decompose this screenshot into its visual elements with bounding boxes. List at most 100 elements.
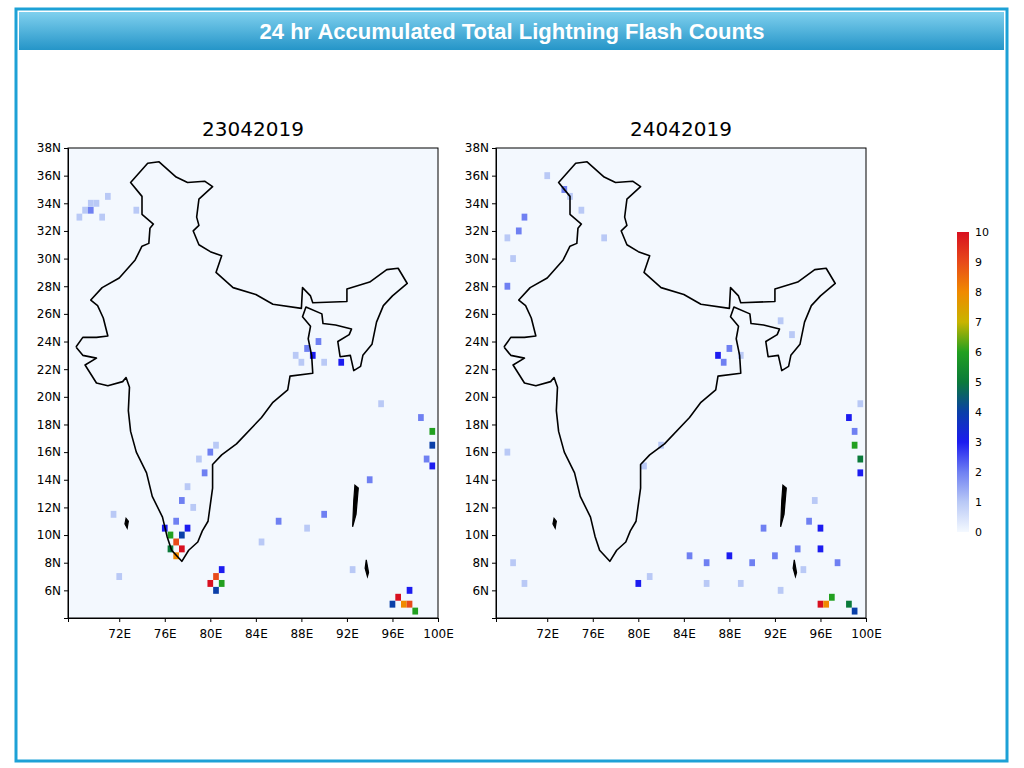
lightning-cell xyxy=(88,207,94,214)
y-tick-label: 24N xyxy=(37,335,61,349)
lightning-cell xyxy=(82,207,88,214)
colorbar-ramp xyxy=(957,232,969,532)
y-tick-mark xyxy=(492,563,496,564)
colorbar-tick: 3 xyxy=(969,436,982,449)
x-tick-label: 92E xyxy=(336,627,359,641)
lightning-cell xyxy=(704,559,710,566)
y-tick-label: 34N xyxy=(37,197,61,211)
x-tick-mark xyxy=(347,618,348,622)
page: 24 hr Accumulated Total Lightning Flash … xyxy=(0,0,1024,768)
x-tick: 92E xyxy=(336,618,359,641)
lightning-cell xyxy=(407,601,413,608)
lightning-cell xyxy=(133,207,139,214)
y-tick-mark xyxy=(64,424,68,425)
lightning-cell xyxy=(579,207,585,214)
lightning-cell xyxy=(213,587,219,594)
y-tick: 26N xyxy=(465,307,496,321)
y-tick-label: 32N xyxy=(465,224,489,238)
panel-title: 23042019 xyxy=(202,117,304,141)
lightning-cell xyxy=(727,552,733,559)
lightning-cell xyxy=(818,601,824,608)
lightning-cell xyxy=(852,608,858,615)
lightning-cell xyxy=(207,580,213,587)
y-tick-mark xyxy=(64,397,68,398)
y-tick-mark xyxy=(64,480,68,481)
y-tick-label: 24N xyxy=(465,335,489,349)
lightning-cell xyxy=(429,462,435,469)
lightning-cell xyxy=(846,414,852,421)
y-tick-mark xyxy=(64,148,68,149)
x-tick-label: 88E xyxy=(290,627,313,641)
y-tick-mark xyxy=(492,369,496,370)
y-tick-mark xyxy=(64,314,68,315)
y-tick: 28N xyxy=(465,280,496,294)
colorbar: 012345678910 xyxy=(957,226,989,539)
y-tick-mark xyxy=(64,231,68,232)
colorbar-tick: 5 xyxy=(969,376,982,389)
x-tick: 96E xyxy=(382,618,405,641)
x-tick-label: 80E xyxy=(627,627,650,641)
y-axis: 6N8N10N12N14N16N18N20N22N24N26N28N30N32N… xyxy=(37,141,69,618)
lightning-cell xyxy=(635,580,641,587)
x-tick-label: 84E xyxy=(245,627,268,641)
lightning-cell xyxy=(727,345,733,352)
island xyxy=(793,560,796,577)
y-tick: 14N xyxy=(37,473,68,487)
x-tick-mark xyxy=(392,618,393,622)
x-axis-line xyxy=(497,619,867,623)
lightning-cell xyxy=(401,601,407,608)
colorbar-label: 7 xyxy=(975,316,982,329)
x-axis: 72E76E80E84E88E92E96E100E xyxy=(69,618,454,641)
lightning-cell xyxy=(418,414,424,421)
colorbar-tick: 10 xyxy=(969,226,989,239)
colorbar-label: 4 xyxy=(975,406,982,419)
colorbar-tick: 1 xyxy=(969,496,982,509)
lightning-cell xyxy=(857,400,863,407)
colorbar-label: 10 xyxy=(975,226,989,239)
india-outline xyxy=(504,162,835,561)
lightning-cell xyxy=(412,608,418,615)
x-tick: 80E xyxy=(199,618,222,641)
lightning-cell xyxy=(721,359,727,366)
lightning-cell xyxy=(378,400,384,407)
map-panel: 72E76E80E84E88E92E96E100E6N8N10N12N14N16… xyxy=(465,117,882,641)
island xyxy=(365,560,368,577)
lightning-cell xyxy=(196,456,202,463)
lightning-cell xyxy=(429,442,435,449)
y-tick-label: 20N xyxy=(465,390,489,404)
y-tick-label: 28N xyxy=(37,280,61,294)
x-tick-mark xyxy=(638,618,639,622)
x-tick-mark xyxy=(593,618,594,622)
y-tick-mark xyxy=(492,397,496,398)
y-tick-mark xyxy=(492,480,496,481)
lightning-cell xyxy=(293,352,299,359)
x-tick: 72E xyxy=(536,618,559,641)
lightning-cell xyxy=(687,552,693,559)
x-tick-mark xyxy=(301,618,302,622)
y-tick: 34N xyxy=(465,197,496,211)
y-tick-label: 6N xyxy=(44,584,61,598)
colorbar-label: 0 xyxy=(975,526,982,539)
colorbar-tick: 0 xyxy=(969,526,982,539)
plot-area xyxy=(76,162,435,615)
x-tick: 88E xyxy=(718,618,741,641)
y-tick: 18N xyxy=(465,418,496,432)
y-tick-mark xyxy=(492,231,496,232)
lightning-cell xyxy=(510,559,516,566)
lightning-cell xyxy=(778,587,784,594)
y-tick-label: 10N xyxy=(465,528,489,542)
plot-frame xyxy=(68,148,438,618)
y-tick-label: 30N xyxy=(465,252,489,266)
x-axis-line xyxy=(69,619,439,623)
y-tick-label: 12N xyxy=(465,501,489,515)
x-tick-mark xyxy=(165,618,166,622)
lightning-cell xyxy=(407,587,413,594)
y-tick-mark xyxy=(492,286,496,287)
x-tick: 96E xyxy=(810,618,833,641)
lightning-cell xyxy=(350,566,356,573)
x-axis: 72E76E80E84E88E92E96E100E xyxy=(497,618,882,641)
x-tick-label: 72E xyxy=(108,627,131,641)
x-tick-mark xyxy=(119,618,120,622)
x-tick-mark xyxy=(820,618,821,622)
lightning-cell xyxy=(367,476,373,483)
